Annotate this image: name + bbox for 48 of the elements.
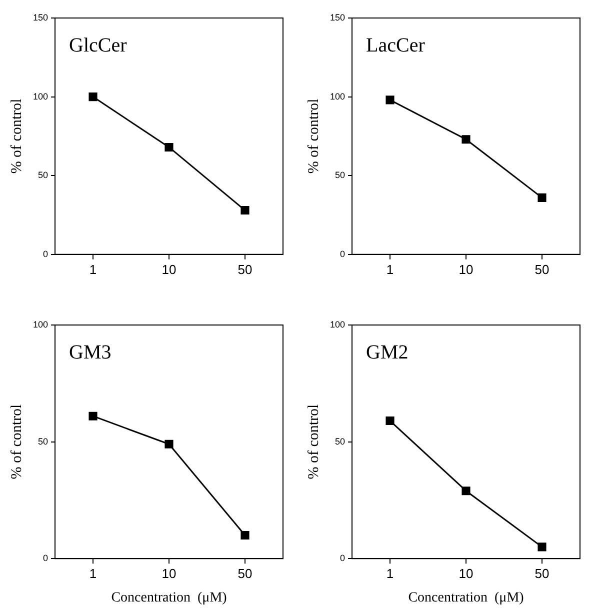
- y-tick-label: 150: [32, 12, 48, 22]
- y-tick-label: 0: [340, 248, 346, 259]
- y-tick-label: 100: [330, 91, 346, 102]
- y-tick-label: 50: [38, 170, 48, 180]
- point: [538, 193, 546, 202]
- point: [462, 135, 470, 144]
- x-tick-label: 50: [534, 566, 550, 581]
- y-tick-label: 100: [330, 319, 346, 330]
- x-tick-label: 50: [238, 262, 252, 277]
- y-tick-label: 100: [32, 91, 48, 102]
- text: GlcCer: [69, 34, 128, 56]
- point: [386, 416, 394, 426]
- point: [88, 412, 98, 420]
- y-tick-label: 100: [32, 319, 48, 330]
- point: [164, 440, 174, 448]
- y-tick-label: 0: [43, 553, 48, 564]
- y-tick-label: 50: [335, 170, 346, 180]
- point: [88, 92, 98, 102]
- point: [240, 530, 250, 540]
- y-axis-title: % of control: [8, 98, 25, 174]
- text: GM3: [69, 341, 112, 364]
- x-tick-label: 1: [386, 262, 394, 277]
- x-axis-title: Concentration (μM): [408, 590, 524, 606]
- x-tick-label: 1: [386, 566, 394, 581]
- x-tick-label: 1: [89, 262, 97, 277]
- x-tick-label: 50: [534, 262, 550, 277]
- y-tick-label: 0: [340, 553, 346, 564]
- x-tick-label: 10: [458, 262, 474, 277]
- x-tick-label: 1: [89, 566, 97, 581]
- text: LacCer: [366, 34, 426, 56]
- point: [538, 542, 546, 552]
- point: [164, 142, 174, 152]
- y-axis-title: % of control: [8, 404, 25, 480]
- x-tick-label: 10: [458, 566, 474, 581]
- y-tick-label: 50: [335, 436, 346, 446]
- text: GM2: [366, 341, 408, 364]
- x-tick-label: 10: [162, 262, 176, 277]
- y-tick-label: 150: [330, 12, 346, 22]
- point: [386, 96, 394, 104]
- x-axis-title: Concentration (μM): [111, 590, 228, 606]
- point: [462, 486, 470, 496]
- y-tick-label: 50: [38, 436, 48, 446]
- x-tick-label: 10: [162, 566, 176, 581]
- y-tick-label: 0: [43, 248, 48, 259]
- point: [240, 206, 250, 215]
- y-axis-title: % of control: [306, 98, 322, 174]
- x-tick-label: 50: [238, 566, 252, 581]
- y-axis-title: % of control: [306, 404, 322, 480]
